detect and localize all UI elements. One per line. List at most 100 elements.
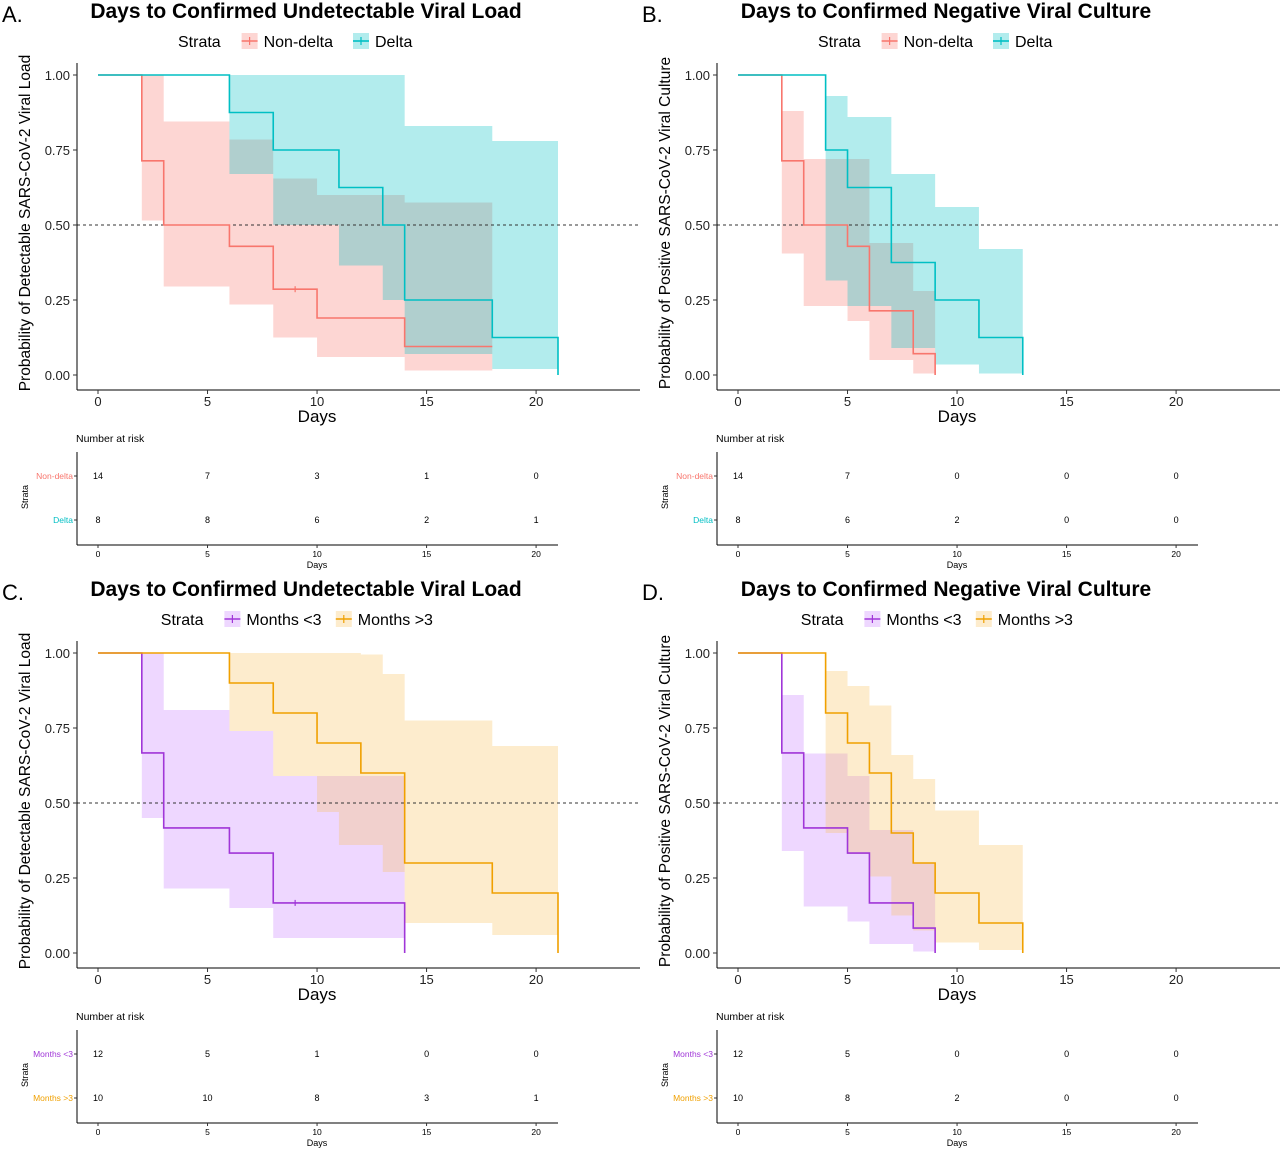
risk-count: 3: [315, 471, 320, 481]
risk-count: 0: [955, 471, 960, 481]
legend-title: Strata: [161, 612, 204, 629]
panel-c: Days to Confirmed Undetectable Viral Loa…: [0, 578, 640, 1156]
legend: Strata Non-delta Delta: [818, 33, 1052, 51]
risk-count: 6: [315, 515, 320, 525]
risk-count: 8: [95, 515, 100, 525]
risk-strata-label: Strata: [20, 1063, 30, 1087]
risk-x-axis-label: Days: [307, 1138, 328, 1148]
legend-title: Strata: [178, 34, 221, 51]
km-curve: [98, 652, 559, 953]
panel-label: D.: [642, 580, 664, 605]
risk-x-tick-label: 5: [845, 1127, 850, 1137]
risk-x-tick-label: 0: [96, 1127, 101, 1137]
km-plot-c: Days to Confirmed Undetectable Viral Loa…: [17, 578, 640, 1148]
risk-row-label: Delta: [53, 515, 73, 525]
risk-count: 0: [1174, 515, 1179, 525]
risk-x-tick-label: 20: [1171, 1127, 1181, 1137]
ci-band: [98, 653, 558, 953]
km-plot-d: Days to Confirmed Negative Viral Culture…: [657, 578, 1280, 1148]
chart-title: Days to Confirmed Undetectable Viral Loa…: [90, 578, 521, 601]
panel-label: C.: [2, 580, 24, 605]
x-tick-label: 20: [529, 972, 543, 987]
risk-x-axis-label: Days: [947, 560, 968, 570]
x-tick-label: 20: [529, 394, 543, 409]
risk-row-label: Non-delta: [676, 471, 713, 481]
y-tick-label: 1.00: [685, 646, 710, 661]
chart-title: Days to Confirmed Negative Viral Culture: [741, 0, 1151, 23]
y-tick-label: 0.75: [45, 143, 70, 158]
risk-row-label: Months >3: [33, 1093, 73, 1103]
panel-a: Days to Confirmed Undetectable Viral Loa…: [0, 0, 640, 578]
legend-label: Delta: [1015, 34, 1052, 51]
x-tick-label: 10: [950, 972, 964, 987]
risk-count: 12: [733, 1049, 743, 1059]
risk-x-tick-label: 10: [312, 1127, 322, 1137]
chart-title: Days to Confirmed Undetectable Viral Loa…: [90, 0, 521, 23]
chart-title: Days to Confirmed Negative Viral Culture: [741, 578, 1151, 601]
km-curve: [738, 74, 936, 375]
panel-label: B.: [642, 2, 663, 27]
risk-x-tick-label: 15: [422, 1127, 432, 1137]
risk-count: 7: [845, 471, 850, 481]
y-tick-label: 0.75: [685, 143, 710, 158]
x-tick-label: 0: [94, 394, 101, 409]
km-plot-b: Days to Confirmed Negative Viral Culture…: [657, 0, 1280, 570]
y-axis-label: Probability of Detectable SARS-CoV-2 Vir…: [17, 633, 34, 970]
km-curve: [98, 74, 493, 348]
panel-label: A.: [2, 2, 23, 27]
risk-count: 12: [93, 1049, 103, 1059]
risk-x-tick-label: 0: [96, 549, 101, 559]
risk-count: 8: [735, 515, 740, 525]
risk-count: 0: [1064, 515, 1069, 525]
x-axis-label: Days: [938, 407, 977, 426]
legend-label: Non-delta: [904, 34, 973, 51]
km-curve: [98, 652, 406, 953]
risk-table-title: Number at risk: [76, 1011, 145, 1023]
risk-count: 14: [733, 471, 743, 481]
km-curve: [738, 652, 936, 953]
legend-title: Strata: [801, 612, 844, 629]
y-tick-label: 0.00: [45, 368, 70, 383]
risk-count: 0: [1174, 471, 1179, 481]
risk-table-title: Number at risk: [716, 433, 785, 445]
km-plot-a: Days to Confirmed Undetectable Viral Loa…: [17, 0, 640, 570]
risk-x-tick-label: 15: [1062, 549, 1072, 559]
x-tick-label: 15: [419, 394, 433, 409]
risk-count: 2: [955, 515, 960, 525]
y-tick-label: 0.50: [45, 218, 70, 233]
y-tick-label: 1.00: [685, 68, 710, 83]
risk-x-tick-label: 10: [952, 549, 962, 559]
y-tick-label: 0.50: [685, 796, 710, 811]
y-axis-label: Probability of Detectable SARS-CoV-2 Vir…: [17, 55, 34, 392]
legend: Strata Months <3 Months >3: [801, 611, 1073, 629]
y-tick-label: 1.00: [45, 68, 70, 83]
risk-count: 1: [534, 1093, 539, 1103]
risk-row-label: Non-delta: [36, 471, 73, 481]
risk-x-tick-label: 5: [845, 549, 850, 559]
risk-count: 0: [1064, 471, 1069, 481]
risk-x-tick-label: 15: [422, 549, 432, 559]
km-curve: [738, 74, 1024, 375]
km-curve: [98, 74, 559, 375]
risk-x-tick-label: 15: [1062, 1127, 1072, 1137]
x-tick-label: 5: [844, 394, 851, 409]
x-tick-label: 0: [734, 972, 741, 987]
x-tick-label: 10: [950, 394, 964, 409]
risk-x-tick-label: 10: [312, 549, 322, 559]
x-tick-label: 5: [844, 972, 851, 987]
risk-count: 0: [1064, 1049, 1069, 1059]
risk-count: 0: [1174, 1093, 1179, 1103]
legend-title: Strata: [818, 34, 861, 51]
x-tick-label: 5: [204, 394, 211, 409]
y-tick-label: 0.00: [685, 946, 710, 961]
risk-count: 8: [845, 1093, 850, 1103]
risk-count: 14: [93, 471, 103, 481]
risk-count: 0: [534, 1049, 539, 1059]
risk-count: 10: [203, 1093, 213, 1103]
ci-band: [98, 75, 493, 371]
y-tick-label: 0.25: [45, 293, 70, 308]
risk-table: Number at risk Strata Non-delta 14 7 0 0 0 Delta…: [660, 433, 1198, 570]
risk-x-tick-label: 5: [205, 549, 210, 559]
risk-table-title: Number at risk: [716, 1011, 785, 1023]
